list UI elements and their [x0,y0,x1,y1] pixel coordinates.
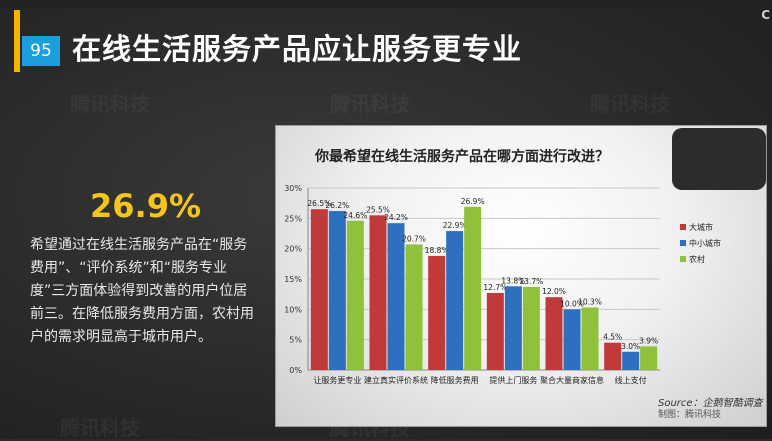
data-label: 25.5% [366,205,390,214]
legend-label: 农村 [689,254,705,264]
y-tick-label: 20% [284,245,302,254]
watermark-2: 腾讯科技 [330,92,410,116]
data-label: 10.0% [560,299,584,308]
data-label: 26.5% [307,199,331,208]
corner-glyph: C [761,8,770,22]
bar-3 [640,346,658,370]
bar-1 [545,297,563,370]
overlay-blob [672,128,766,190]
accent-bar [14,10,20,72]
bar-3 [464,206,482,370]
page-number-badge: 95 [22,36,60,66]
y-tick-label: 10% [284,305,302,314]
data-label: 20.7% [402,234,426,243]
bar-2 [387,223,405,370]
y-tick-label: 15% [284,275,302,284]
data-label: 10.3% [578,298,602,307]
bar-3 [405,244,423,370]
bar-1 [604,342,622,370]
data-label: 13.8% [501,276,525,285]
data-label: 18.8% [425,246,449,255]
x-tick-label: 降低服务费用 [431,375,479,385]
x-tick-label: 建立真实评价系统 [364,375,428,385]
x-tick-label: 提供上门服务 [489,375,537,385]
bar-2 [328,211,346,370]
watermark-3: 腾讯科技 [590,92,670,116]
bar-1 [428,255,446,370]
bar-3 [581,307,599,370]
bar-3 [522,286,540,370]
data-label: 24.6% [343,211,367,220]
data-label: 12.0% [542,287,566,296]
legend-swatch [680,256,686,262]
page-title: 在线生活服务产品应让服务更专业 [72,32,523,66]
y-tick-label: 30% [284,184,302,193]
bar-2 [504,286,522,370]
highlight-stat: 26.9% [90,187,202,225]
data-label: 3.9% [639,336,658,345]
legend-swatch [680,224,686,230]
watermark-4: 腾讯科技 [60,416,140,440]
data-label: 24.2% [384,213,408,222]
bar-1 [369,215,387,370]
chart-credit: 制图：腾讯科技 [658,410,722,420]
y-tick-label: 0% [289,366,302,375]
bar-2 [563,309,581,370]
x-tick-label: 聚合大量商家信息 [540,375,604,385]
data-label: 3.0% [621,342,640,351]
chart-title: 你最希望在线生活服务产品在哪方面进行改进？ [315,149,609,165]
data-label: 26.9% [461,197,485,206]
data-label: 26.2% [325,201,349,210]
bar-3 [346,220,364,370]
y-tick-label: 5% [289,336,302,345]
legend-label: 大城市 [689,222,713,232]
y-tick-label: 25% [284,214,302,223]
legend-label: 中小城市 [689,238,721,248]
bar-2 [622,351,640,370]
bar-1 [310,209,328,370]
data-label: 12.7% [483,283,507,292]
data-label: 4.5% [603,333,622,342]
bar-2 [446,231,464,370]
x-tick-label: 线上支付 [615,375,647,385]
chart-source: Source：企鹅智酷调查 [658,398,763,409]
bar-1 [486,292,504,370]
legend-swatch [680,240,686,246]
top-strip [0,0,772,8]
summary-text: 希望通过在线生活服务产品在“服务费用”、“评价系统”和“服务专业度”三方面体验得… [30,237,254,345]
data-label: 22.9% [443,221,467,230]
watermark-1: 腾讯科技 [70,92,150,116]
x-tick-label: 让服务更专业 [313,375,361,385]
data-label: 13.7% [519,277,543,286]
